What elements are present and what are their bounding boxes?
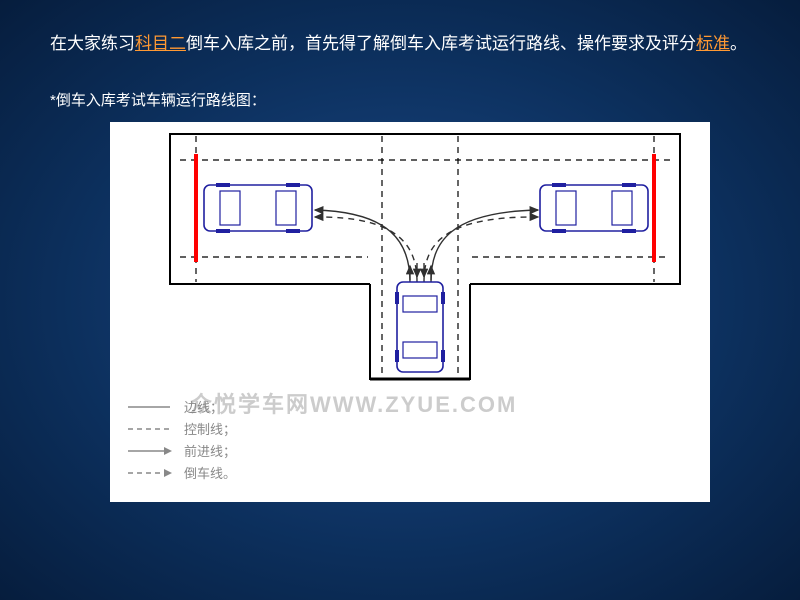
intro-pre: 在大家练习: [50, 34, 135, 53]
legend-label: 控制线；: [184, 419, 236, 438]
legend-swatch: [126, 462, 174, 484]
legend-row: 控制线；: [126, 418, 236, 440]
legend-row: 前进线；: [126, 440, 236, 462]
legend-swatch: [126, 418, 174, 440]
legend-swatch: [126, 396, 174, 418]
diagram-container: 众悦学车网WWW.ZYUE.COM 边线； 控制线； 前进线； 倒车线。: [110, 122, 710, 502]
legend-label: 边线；: [184, 397, 223, 416]
link-subject2[interactable]: 科目二: [135, 34, 186, 53]
intro-post: 。: [730, 34, 747, 53]
watermark-text: 众悦学车网WWW.ZYUE.COM: [190, 387, 517, 419]
intro-mid: 倒车入库之前，首先得了解倒车入库考试运行路线、操作要求及评分: [186, 34, 696, 53]
slide: 在大家练习科目二倒车入库之前，首先得了解倒车入库考试运行路线、操作要求及评分标准…: [0, 0, 800, 600]
legend-row: 边线；: [126, 396, 236, 418]
intro-text: 在大家练习科目二倒车入库之前，首先得了解倒车入库考试运行路线、操作要求及评分标准…: [50, 30, 750, 59]
diagram-subtitle: *倒车入库考试车辆运行路线图：: [50, 89, 750, 110]
legend-swatch: [126, 440, 174, 462]
legend-label: 倒车线。: [184, 463, 236, 482]
link-standard[interactable]: 标准: [696, 34, 730, 53]
legend-label: 前进线；: [184, 441, 236, 460]
legend-row: 倒车线。: [126, 462, 236, 484]
legend: 边线； 控制线； 前进线； 倒车线。: [126, 396, 236, 484]
